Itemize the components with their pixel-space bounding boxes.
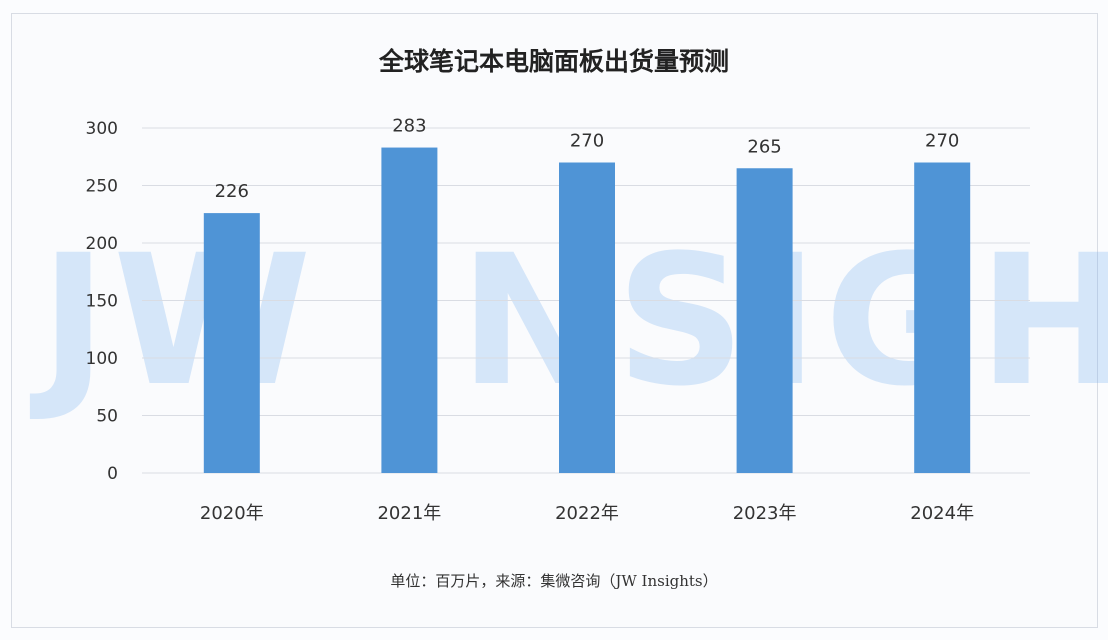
data-label: 283 xyxy=(392,116,426,137)
bar xyxy=(381,147,438,474)
y-tick-label: 300 xyxy=(86,119,118,139)
bar xyxy=(203,213,260,473)
y-tick-label: 200 xyxy=(86,234,118,254)
chart-title: 全球笔记本电脑面板出货量预测 xyxy=(378,47,729,76)
x-tick-label: 2022年 xyxy=(555,503,619,524)
x-tick-label: 2020年 xyxy=(200,503,264,524)
bar xyxy=(559,162,615,473)
y-tick-label: 50 xyxy=(96,407,118,427)
x-tick-label: 2021年 xyxy=(377,503,441,524)
data-label: 265 xyxy=(747,136,781,157)
x-tick-label: 2023年 xyxy=(733,503,797,524)
chart-footnote: 单位：百万片，来源：集微咨询（JW Insights） xyxy=(390,572,718,590)
bar xyxy=(914,162,971,473)
y-tick-label: 100 xyxy=(86,349,118,369)
bar xyxy=(736,168,793,473)
data-label: 270 xyxy=(570,131,604,152)
data-label: 226 xyxy=(215,181,249,202)
y-tick-label: 0 xyxy=(107,464,118,484)
data-label: 270 xyxy=(925,131,959,152)
y-tick-label: 150 xyxy=(86,292,118,312)
x-tick-label: 2024年 xyxy=(910,503,974,524)
y-tick-label: 250 xyxy=(86,177,118,197)
